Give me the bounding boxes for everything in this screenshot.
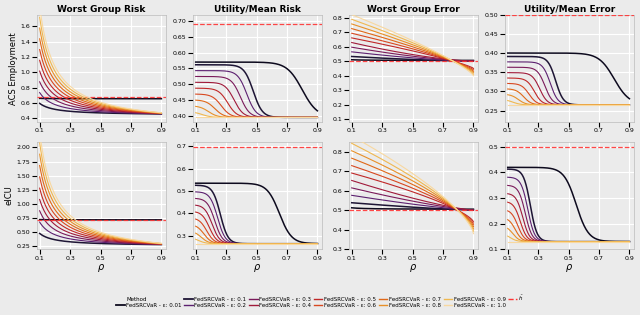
X-axis label: $\rho$: $\rho$ [97,262,106,274]
X-axis label: $\rho$: $\rho$ [410,262,417,274]
Y-axis label: ACS Employment: ACS Employment [9,32,18,105]
Title: Worst Group Risk: Worst Group Risk [57,5,145,14]
Title: Utility/Mean Risk: Utility/Mean Risk [214,5,301,14]
Y-axis label: eICU: eICU [5,186,14,205]
X-axis label: $\rho$: $\rho$ [253,262,261,274]
Legend: Method, FedSRCVaR - ε: 0.01, FedSRCVaR - ε: 0.1, FedSRCVaR - ε: 0.2, FedSRCVaR -: Method, FedSRCVaR - ε: 0.01, FedSRCVaR -… [114,291,526,311]
X-axis label: $\rho$: $\rho$ [565,262,573,274]
Title: Utility/Mean Error: Utility/Mean Error [524,5,615,14]
Title: Worst Group Error: Worst Group Error [367,5,460,14]
